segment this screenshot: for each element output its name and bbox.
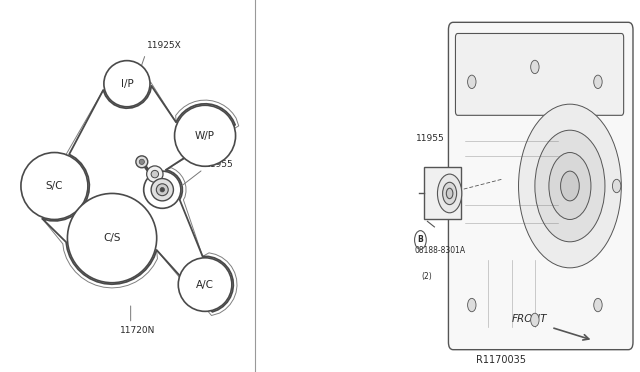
Text: 08188-8301A: 08188-8301A [415, 246, 466, 255]
Circle shape [612, 179, 621, 193]
Circle shape [594, 298, 602, 312]
Circle shape [446, 188, 453, 199]
Circle shape [468, 298, 476, 312]
Text: 11955: 11955 [205, 160, 234, 169]
Text: (2): (2) [422, 272, 433, 281]
Text: C/S: C/S [103, 233, 121, 243]
Circle shape [561, 171, 579, 201]
Text: I/P: I/P [120, 79, 133, 89]
Circle shape [156, 184, 168, 196]
Circle shape [140, 159, 145, 164]
Circle shape [443, 182, 456, 205]
Circle shape [104, 61, 150, 107]
Text: A/C: A/C [196, 280, 214, 289]
Circle shape [175, 105, 236, 166]
Circle shape [468, 75, 476, 89]
Text: B: B [417, 235, 423, 244]
Circle shape [136, 156, 148, 168]
Circle shape [535, 130, 605, 242]
FancyBboxPatch shape [456, 33, 623, 115]
Circle shape [531, 313, 539, 327]
Circle shape [531, 60, 539, 74]
Circle shape [438, 174, 462, 213]
Text: R1170035: R1170035 [476, 355, 527, 365]
Text: 11720N: 11720N [120, 326, 155, 335]
Text: W/P: W/P [195, 131, 215, 141]
Circle shape [549, 153, 591, 219]
Circle shape [179, 258, 232, 311]
Circle shape [21, 153, 88, 219]
Circle shape [594, 75, 602, 89]
Circle shape [151, 179, 173, 201]
Circle shape [160, 187, 164, 192]
Circle shape [518, 104, 621, 268]
Circle shape [67, 193, 157, 283]
Text: 11955: 11955 [416, 134, 445, 143]
Text: FRONT: FRONT [511, 314, 547, 324]
Circle shape [151, 170, 159, 178]
Text: S/C: S/C [45, 181, 63, 191]
Circle shape [144, 171, 181, 208]
Circle shape [147, 166, 163, 182]
FancyBboxPatch shape [449, 22, 633, 350]
Polygon shape [424, 167, 461, 219]
Text: 11925X: 11925X [147, 41, 182, 50]
